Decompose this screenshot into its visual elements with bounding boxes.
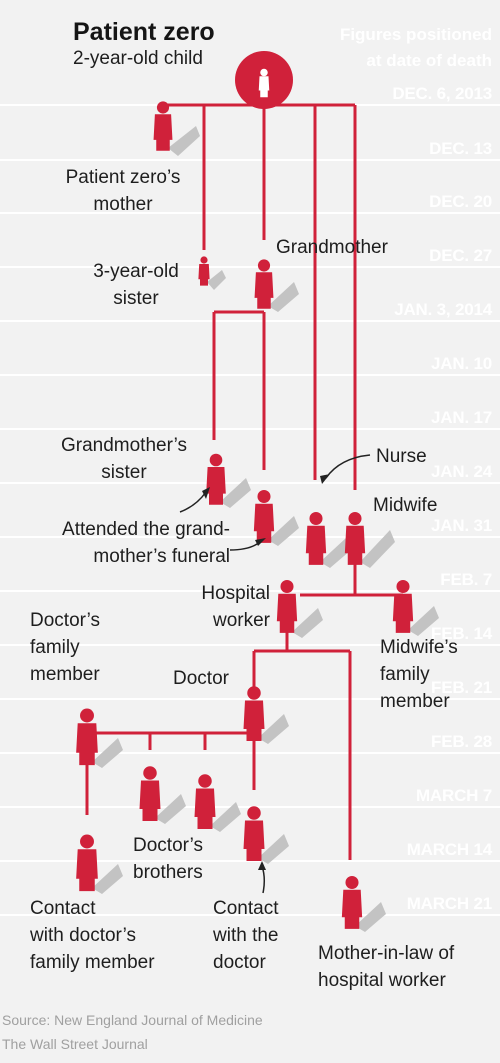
shadow-shape — [268, 282, 299, 312]
arrow-heads — [202, 474, 330, 870]
date-label: MARCH 21 — [406, 894, 493, 913]
doctor-family-figure-icon — [76, 708, 98, 766]
child-figure-icon — [258, 68, 270, 98]
date-label: FEB. 7 — [440, 570, 492, 589]
date-label: DEC. 6, 2013 — [392, 84, 492, 103]
connector-lines — [85, 103, 403, 860]
funeral-attendee-figure-icon — [253, 489, 275, 543]
date-label: MARCH 14 — [406, 840, 493, 859]
doctor-brother-figure-icon — [194, 774, 216, 829]
patient-zero-mother-figure-icon — [153, 101, 173, 151]
contact-doctor-arrow-icon — [261, 865, 266, 894]
date-label: JAN. 17 — [431, 408, 492, 427]
date-label: DEC. 27 — [429, 246, 492, 265]
label-doctor-family: Doctor’s family member — [30, 610, 101, 685]
midwife-figure-icon — [344, 511, 366, 565]
shadow-shape — [210, 802, 241, 832]
arrowhead-icon — [202, 487, 210, 499]
shadow-shape — [155, 794, 186, 824]
date-label: FEB. 14 — [431, 624, 492, 643]
nurse-arrow-icon — [325, 454, 371, 479]
label-midwife-family: Midwife’s family member — [380, 637, 458, 712]
shadow-shape — [258, 714, 289, 744]
grandmother-sister-figure-icon — [206, 453, 226, 505]
shadow-shape — [292, 608, 323, 638]
date-label: MARCH 7 — [415, 786, 492, 805]
arrowhead-icon — [320, 474, 330, 484]
label-hospital-worker: Hospital worker — [201, 583, 270, 631]
date-label: JAN. 24 — [431, 462, 492, 481]
diagram-title: Patient zero — [73, 18, 215, 46]
contact-family-figure-icon — [76, 834, 98, 892]
source-credit: Source: New England Journal of Medicine — [2, 1012, 263, 1028]
date-label: FEB. 21 — [431, 678, 492, 697]
label-patient-zero-mother: Patient zero’s mother — [65, 167, 181, 215]
label-grandmother-sister: Grandmother’s sister — [60, 435, 188, 483]
label-nurse: Nurse — [376, 446, 427, 467]
date-label: JAN. 31 — [431, 516, 492, 535]
label-contact-doctor: Contact with the doctor — [213, 898, 279, 973]
shadow-shape — [355, 902, 386, 932]
diagram-subtitle: 2-year-old child — [73, 48, 203, 69]
hospital-worker-figure-icon — [276, 579, 298, 633]
funeral-arrow-icon — [179, 491, 207, 513]
sister-figure-icon — [198, 256, 210, 286]
arrowhead-icon — [255, 538, 266, 546]
figure-shadows — [92, 126, 439, 932]
shadow-shape — [92, 864, 123, 894]
shadow-shape — [92, 738, 123, 768]
date-label: DEC. 20 — [429, 192, 492, 211]
grandmother-figure-icon — [254, 259, 274, 309]
label-doctor-brothers: Doctor’s brothers — [133, 835, 204, 883]
doctor-brother-figure-icon — [139, 766, 161, 821]
shadow-shape — [320, 538, 351, 568]
shadow-shape — [220, 478, 251, 508]
date-label: DEC. 13 — [429, 139, 492, 158]
shadow-shape — [258, 834, 289, 864]
label-funeral-note: Attended the grand- mother’s funeral — [62, 519, 230, 567]
label-mother-in-law: Mother-in-law of hospital worker — [318, 943, 455, 991]
label-doctor: Doctor — [173, 668, 229, 689]
publisher-credit: The Wall Street Journal — [2, 1036, 148, 1052]
arrowhead-icon — [258, 861, 266, 870]
contact-doctor-figure-icon — [243, 806, 265, 861]
label-grandmother: Grandmother — [276, 237, 388, 258]
label-midwife: Midwife — [373, 495, 438, 516]
position-note: Figures positioned at date of death — [339, 25, 492, 70]
shadow-shape — [268, 516, 299, 546]
shadow-shape — [207, 270, 226, 290]
shadow-shape — [408, 606, 439, 636]
nurse-figure-icon — [305, 511, 327, 565]
funeral-arrow-icon — [229, 541, 261, 551]
label-sister: 3-year-old sister — [93, 261, 179, 309]
doctor-figure-icon — [243, 686, 265, 741]
date-label: JAN. 3, 2014 — [394, 300, 492, 319]
shadow-shape — [168, 126, 200, 156]
patient-zero-marker — [235, 51, 293, 109]
label-contact-family: Contact with doctor’s family member — [30, 898, 155, 973]
date-label: JAN. 10 — [431, 354, 492, 373]
shadow-shape — [360, 530, 395, 568]
date-label: FEB. 28 — [431, 732, 492, 751]
mother-in-law-figure-icon — [341, 875, 363, 929]
midwife-family-figure-icon — [392, 579, 414, 633]
